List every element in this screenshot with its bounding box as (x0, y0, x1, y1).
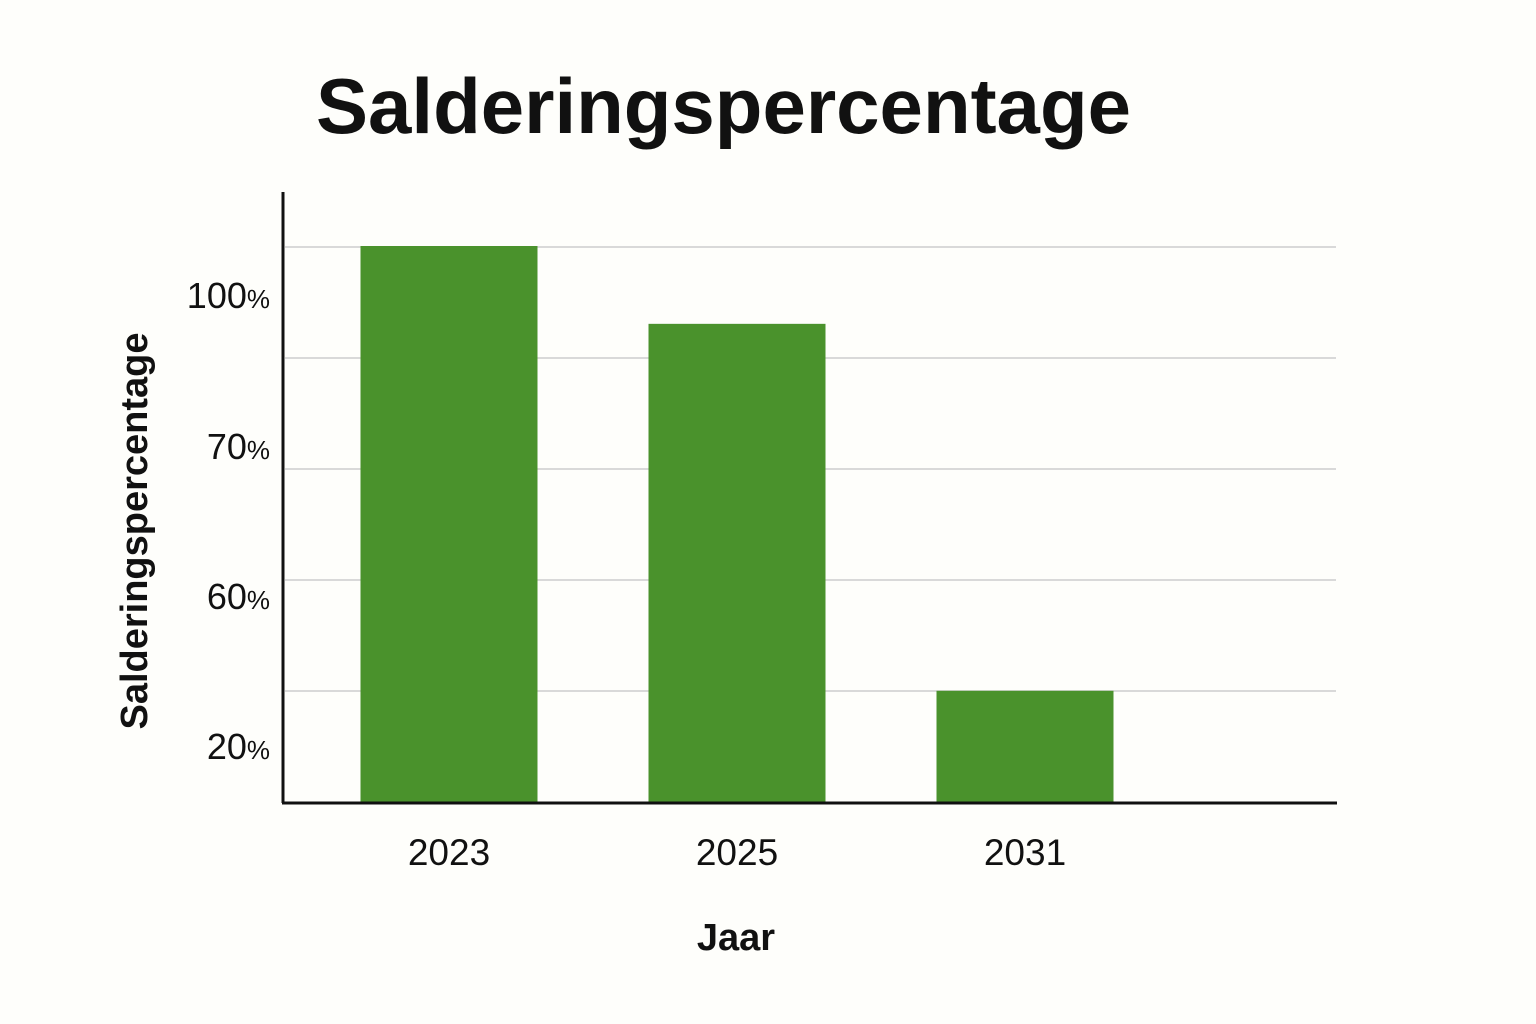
y-axis-label: Salderingspercentage (114, 332, 156, 729)
bar-2025 (648, 323, 826, 802)
y-tick-label-70: 70% (207, 426, 270, 467)
chart-title: Salderingspercentage (316, 62, 1131, 150)
x-axis-label: Jaar (697, 917, 775, 959)
y-tick-label-60: 60% (207, 576, 270, 617)
x-tick-labels: 2023 2025 2031 (408, 832, 1066, 873)
y-tick-label-20: 20% (207, 726, 270, 767)
x-tick-label-2023: 2023 (408, 832, 490, 873)
bar-2023 (360, 246, 538, 802)
y-tick-labels: 100% 70% 60% 20% (187, 275, 270, 767)
y-tick-label-100: 100% (187, 275, 270, 316)
x-tick-label-2025: 2025 (696, 832, 778, 873)
bar-2031 (936, 690, 1114, 802)
x-tick-label-2031: 2031 (984, 832, 1066, 873)
bars (360, 246, 1114, 802)
